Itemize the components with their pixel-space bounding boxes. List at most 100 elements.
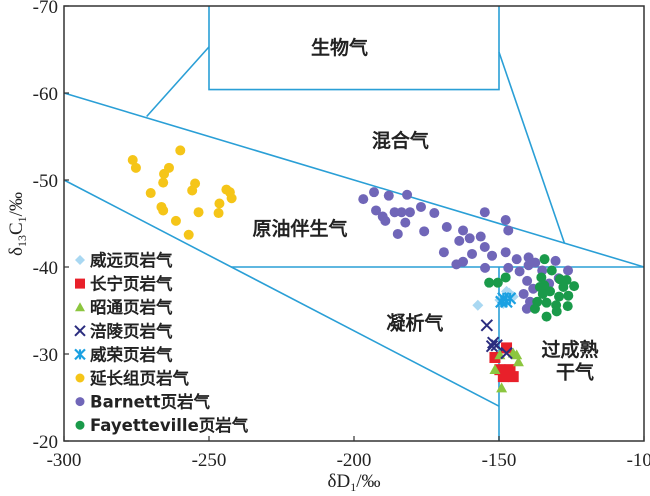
y-tick-label: -70 (33, 0, 58, 18)
data-point (170, 215, 181, 226)
legend-item: Barnett页岩气 (75, 392, 211, 412)
data-point (464, 233, 475, 244)
y-tick-label: -20 (33, 432, 58, 453)
legend-item: 威荣页岩气 (74, 344, 173, 364)
data-point (472, 299, 484, 311)
legend-item: 昭通页岩气 (75, 297, 173, 317)
data-point (371, 205, 382, 216)
data-point (214, 198, 225, 209)
x-tick-label: -100 (627, 450, 650, 471)
data-point (497, 371, 509, 383)
legend-marker (75, 373, 85, 383)
data-point (495, 295, 508, 309)
data-point (503, 262, 514, 273)
y-tick-label: -40 (33, 258, 58, 279)
data-point (503, 225, 514, 236)
data-point (158, 205, 169, 216)
data-point (563, 265, 574, 276)
data-point (492, 277, 503, 288)
series-square (489, 342, 519, 383)
data-point (562, 301, 573, 312)
legend-marker (75, 397, 85, 407)
data-point (480, 319, 494, 332)
data-point (503, 292, 517, 305)
legend-marker (74, 325, 86, 337)
data-point (454, 235, 465, 246)
data-point (554, 291, 565, 302)
data-point (193, 207, 204, 218)
data-point (507, 347, 519, 358)
data-point (500, 346, 513, 360)
legend-marker (75, 302, 85, 312)
data-point (504, 364, 516, 376)
data-point (159, 168, 170, 179)
data-point (358, 194, 369, 205)
y-axis-label: δ13C1/‰ (6, 192, 29, 256)
legend-item: 长宁页岩气 (75, 274, 173, 294)
data-point (558, 282, 569, 293)
data-point (145, 188, 156, 199)
data-point (380, 215, 391, 226)
legend-label: 长宁页岩气 (90, 274, 173, 294)
region-label: 凝析气 (386, 312, 443, 335)
legend-item: Fayetteville页岩气 (75, 415, 249, 435)
data-point (392, 228, 403, 239)
data-point (500, 247, 511, 258)
legend-label: 涪陵页岩气 (90, 321, 173, 341)
boundary-lines (63, 6, 645, 441)
data-point (536, 272, 547, 283)
data-point (479, 241, 490, 252)
data-point (501, 342, 513, 354)
data-point (541, 297, 552, 308)
data-point (183, 229, 194, 240)
data-point (130, 162, 141, 173)
data-point (475, 231, 486, 242)
data-point (467, 248, 478, 259)
data-point (522, 275, 533, 286)
legend-item: 涪陵页岩气 (74, 321, 173, 341)
data-point (569, 281, 580, 292)
data-point (494, 364, 506, 376)
x-axis-label: δD1/‰ (328, 471, 381, 494)
legend-marker (75, 420, 85, 430)
data-point (175, 145, 186, 156)
legend-item: 延长组页岩气 (75, 368, 190, 388)
region-label: 干气 (556, 360, 594, 383)
boundary-line (498, 51, 566, 244)
legend-item: 威远页岩气 (75, 250, 173, 270)
data-point (507, 371, 519, 383)
data-point (127, 154, 138, 165)
data-point (511, 254, 522, 265)
y-tick-label: -60 (33, 84, 58, 105)
legend-marker (74, 348, 86, 361)
data-point (500, 272, 511, 283)
axis-ticks: -300 -250 -200 -150 -100 -70 -60 -50 -40 -30 -20 (33, 0, 650, 471)
legend-label: Fayetteville页岩气 (90, 415, 249, 435)
data-point (400, 217, 411, 228)
data-points (127, 145, 580, 393)
data-point (441, 221, 452, 232)
data-point (438, 247, 449, 258)
data-point (551, 306, 562, 317)
data-point (404, 207, 415, 218)
data-point (563, 290, 574, 301)
data-point (489, 364, 501, 375)
data-point (419, 226, 430, 237)
data-point (485, 339, 499, 353)
data-point (158, 177, 169, 188)
data-point (213, 208, 224, 219)
data-point (479, 207, 490, 218)
data-point (396, 207, 407, 218)
region-label: 原油伴生气 (253, 217, 348, 240)
data-point (529, 303, 540, 314)
series-asterisk (495, 292, 517, 309)
x-tick-label: -200 (337, 450, 372, 471)
data-point (496, 382, 508, 393)
x-tick-label: -300 (47, 450, 82, 471)
x-tick-label: -250 (192, 450, 227, 471)
legend-marker (75, 255, 85, 265)
data-point (484, 277, 495, 288)
data-point (458, 225, 469, 236)
boundary-line (63, 92, 645, 268)
